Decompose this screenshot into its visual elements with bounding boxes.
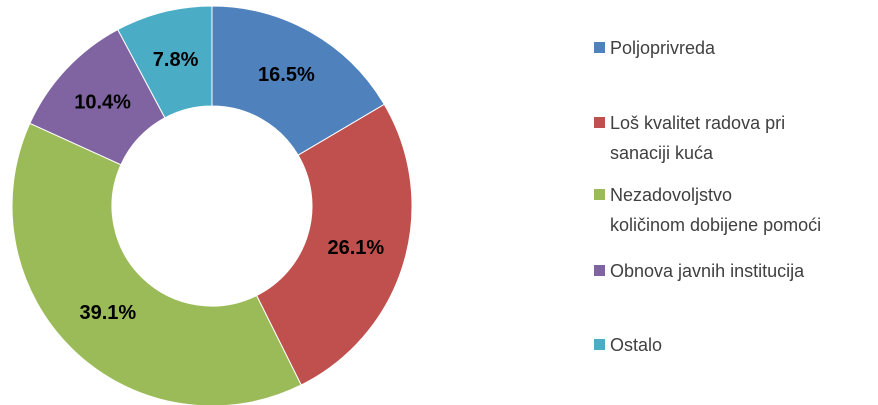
legend-item: Loš kvalitet radova pri sanaciji kuća (594, 108, 785, 168)
legend-item: Ostalo (594, 330, 662, 360)
legend-label: Poljoprivreda (610, 38, 716, 58)
legend-label: Loš kvalitet radova pri sanaciji kuća (610, 113, 786, 163)
legend-swatch (594, 339, 605, 350)
data-label: 39.1% (80, 302, 137, 324)
data-label: 16.5% (258, 64, 315, 86)
data-label: 26.1% (327, 237, 384, 259)
legend-label: Obnova javnih institucija (610, 261, 805, 281)
legend-swatch (594, 117, 605, 128)
donut-slice (255, 103, 413, 386)
donut-slice (11, 122, 302, 405)
data-label: 10.4% (74, 92, 131, 114)
legend-swatch (594, 189, 605, 200)
donut-slice (211, 5, 385, 156)
legend-label: Nezadovoljstvo količinom dobijene pomoći (610, 185, 822, 235)
legend-label: Ostalo (610, 335, 663, 355)
legend-swatch (594, 42, 605, 53)
legend-swatch (594, 265, 605, 276)
data-label: 7.8% (153, 49, 199, 71)
legend-item: Obnova javnih institucija (594, 256, 804, 286)
legend-item: Poljoprivreda (594, 33, 715, 63)
legend-item: Nezadovoljstvo količinom dobijene pomoći (594, 180, 821, 240)
donut-slice (117, 5, 213, 119)
